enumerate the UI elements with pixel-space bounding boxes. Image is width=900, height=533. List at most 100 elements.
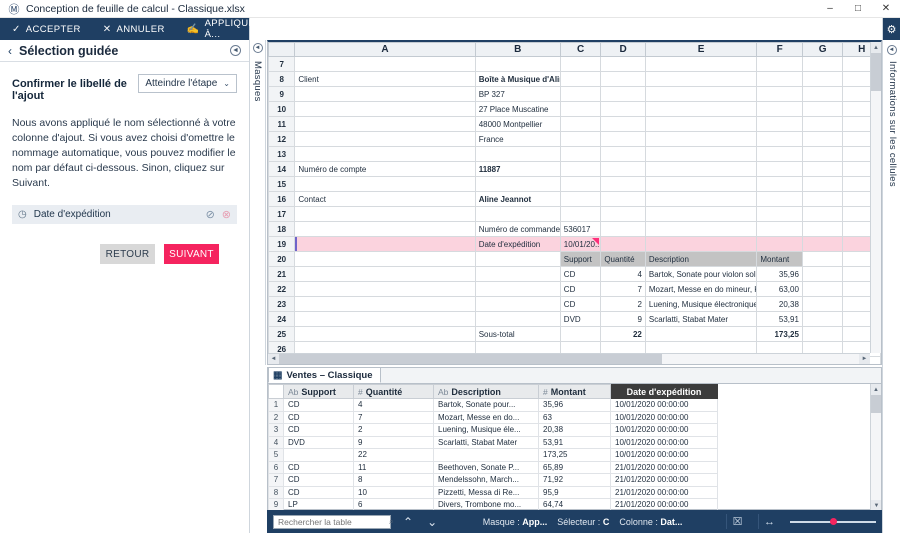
column-header-b[interactable]: B — [474, 42, 561, 57]
table-cell[interactable]: CD — [283, 423, 354, 437]
spreadsheet-cell[interactable] — [801, 116, 844, 132]
spreadsheet-cell[interactable]: Quantité — [600, 251, 646, 267]
spreadsheet-cell[interactable]: 9 — [600, 311, 646, 327]
spreadsheet-cell[interactable]: 48000 Montpellier — [474, 116, 561, 132]
spreadsheet-row[interactable]: 19 Date d'expédition 10/01/20... — [268, 236, 881, 252]
spreadsheet-row[interactable]: 9 BP 327 — [268, 86, 881, 102]
table-cell[interactable]: 173,25 — [538, 448, 611, 462]
spreadsheet-cell[interactable] — [801, 71, 844, 87]
table-row[interactable]: 4 DVD 9 Scarlatti, Stabat Mater 53,91 10/01/2… — [268, 435, 881, 449]
spreadsheet-cell[interactable] — [756, 146, 803, 162]
spreadsheet-cell[interactable]: CD — [559, 281, 602, 297]
table-cell[interactable]: 10/01/2020 00:00:00 — [610, 423, 718, 437]
spreadsheet-cell[interactable] — [600, 86, 646, 102]
spreadsheet-cell[interactable] — [644, 146, 758, 162]
spreadsheet-cell[interactable] — [559, 131, 602, 147]
spreadsheet-cell[interactable] — [756, 206, 803, 222]
row-index[interactable]: 5 — [268, 448, 284, 462]
spreadsheet-cell[interactable]: 4 — [600, 266, 646, 282]
spreadsheet-row[interactable]: 12 France — [268, 131, 881, 147]
table-column-header-quantit-[interactable]: # Quantité — [353, 384, 434, 399]
table-cell[interactable]: 7 — [353, 410, 434, 424]
spreadsheet-cell[interactable] — [294, 206, 476, 222]
row-header-14[interactable]: 14 — [268, 161, 296, 177]
spreadsheet-cell[interactable]: Sous-total — [474, 326, 561, 342]
fit-width-icon[interactable]: ↔ — [758, 514, 780, 529]
spreadsheet-cell[interactable] — [294, 266, 476, 282]
chevron-left-icon[interactable]: ‹ — [8, 43, 12, 58]
back-button[interactable]: RETOUR — [100, 244, 155, 264]
spreadsheet-cell[interactable] — [559, 146, 602, 162]
table-cell[interactable]: Mendelssohn, March... — [433, 473, 539, 487]
table-cell[interactable]: Pizzetti, Messa di Re... — [433, 485, 539, 499]
row-header-13[interactable]: 13 — [268, 146, 296, 162]
spreadsheet-row[interactable]: 21 CD 4 Bartok, Sonate pour violon solo 35,9… — [268, 266, 881, 282]
table-cell[interactable]: 65,89 — [538, 460, 611, 474]
spreadsheet-cell[interactable] — [600, 56, 646, 72]
table-cell[interactable]: 63 — [538, 410, 611, 424]
column-header-c[interactable]: C — [559, 42, 602, 57]
table-cell[interactable]: Mozart, Messe en do... — [433, 410, 539, 424]
spreadsheet-cell[interactable] — [559, 326, 602, 342]
spreadsheet-cell[interactable] — [294, 146, 476, 162]
table-row[interactable]: 6 CD 11 Beethoven, Sonate P... 65,89 21/01/20… — [268, 460, 881, 474]
table-row[interactable]: 5 22 173,25 10/01/2020 00:00:00 — [268, 448, 881, 462]
cell-info-side-tab[interactable]: ⚙ ◄ Informations sur les cellules — [882, 18, 900, 533]
column-header-f[interactable]: F — [756, 42, 803, 57]
spreadsheet-cell[interactable] — [600, 131, 646, 147]
spreadsheet-cell[interactable] — [559, 191, 602, 207]
table-corner[interactable] — [268, 384, 284, 399]
table-cell[interactable]: Beethoven, Sonate P... — [433, 460, 539, 474]
next-button[interactable]: SUIVANT — [164, 244, 219, 264]
table-cell[interactable] — [283, 448, 354, 462]
table-cell[interactable]: Bartok, Sonate pour... — [433, 398, 539, 412]
spreadsheet-cell[interactable] — [801, 176, 844, 192]
spreadsheet-cell[interactable] — [294, 236, 476, 252]
spreadsheet-cell[interactable] — [474, 251, 561, 267]
row-header-22[interactable]: 22 — [268, 281, 296, 297]
spreadsheet-cell[interactable] — [600, 146, 646, 162]
spreadsheet-cell[interactable]: Scarlatti, Stabat Mater — [644, 311, 758, 327]
table-cell[interactable]: CD — [283, 410, 354, 424]
table-cell[interactable]: 21/01/2020 00:00:00 — [610, 473, 718, 487]
spreadsheet-cell[interactable]: 173,25 — [756, 326, 803, 342]
table-cell[interactable]: CD — [283, 398, 354, 412]
spreadsheet-cell[interactable] — [294, 221, 476, 237]
spreadsheet-cell[interactable] — [801, 266, 844, 282]
table-cell[interactable]: 22 — [353, 448, 434, 462]
row-index[interactable]: 1 — [268, 398, 284, 412]
spreadsheet-cell[interactable] — [559, 206, 602, 222]
spreadsheet-cell[interactable] — [644, 131, 758, 147]
spreadsheet-cell[interactable] — [644, 236, 758, 252]
table-column-header-montant[interactable]: # Montant — [538, 384, 611, 399]
spreadsheet-row[interactable]: 8 Client Boîte à Musique d'Aline — [268, 71, 881, 87]
spreadsheet-cell[interactable] — [801, 251, 844, 267]
row-header-24[interactable]: 24 — [268, 311, 296, 327]
row-index[interactable]: 3 — [268, 423, 284, 437]
row-index[interactable]: 6 — [268, 460, 284, 474]
spreadsheet-cell[interactable] — [756, 161, 803, 177]
spreadsheet-cell[interactable]: Bartok, Sonate pour violon solo — [644, 266, 758, 282]
tab-ventes-classique[interactable]: ▦ Ventes – Classique — [268, 367, 381, 383]
column-header-d[interactable]: D — [600, 42, 646, 57]
spreadsheet-row[interactable]: 24 DVD 9 Scarlatti, Stabat Mater 53,91 — [268, 311, 881, 327]
spreadsheet-cell[interactable] — [644, 176, 758, 192]
spreadsheet-cell[interactable] — [600, 221, 646, 237]
spreadsheet-cell[interactable] — [756, 236, 803, 252]
spreadsheet-cell[interactable] — [600, 236, 646, 252]
spreadsheet-cell[interactable] — [600, 116, 646, 132]
spreadsheet-cell[interactable] — [644, 56, 758, 72]
close-button[interactable]: ✕ — [881, 3, 891, 14]
spreadsheet-cell[interactable]: Numéro de commande — [474, 221, 561, 237]
table-cell[interactable]: 21/01/2020 00:00:00 — [610, 485, 718, 499]
spreadsheet-cell[interactable] — [294, 56, 476, 72]
spreadsheet-cell[interactable] — [600, 161, 646, 177]
table-cell[interactable]: CD — [283, 485, 354, 499]
spreadsheet-cell[interactable] — [801, 146, 844, 162]
spreadsheet-cell[interactable] — [294, 101, 476, 117]
spreadsheet-cell[interactable] — [294, 326, 476, 342]
apply-to-button[interactable]: ✍ APPLIQUER À... — [187, 18, 263, 40]
spreadsheet-cell[interactable] — [801, 281, 844, 297]
spreadsheet-cell[interactable] — [600, 191, 646, 207]
